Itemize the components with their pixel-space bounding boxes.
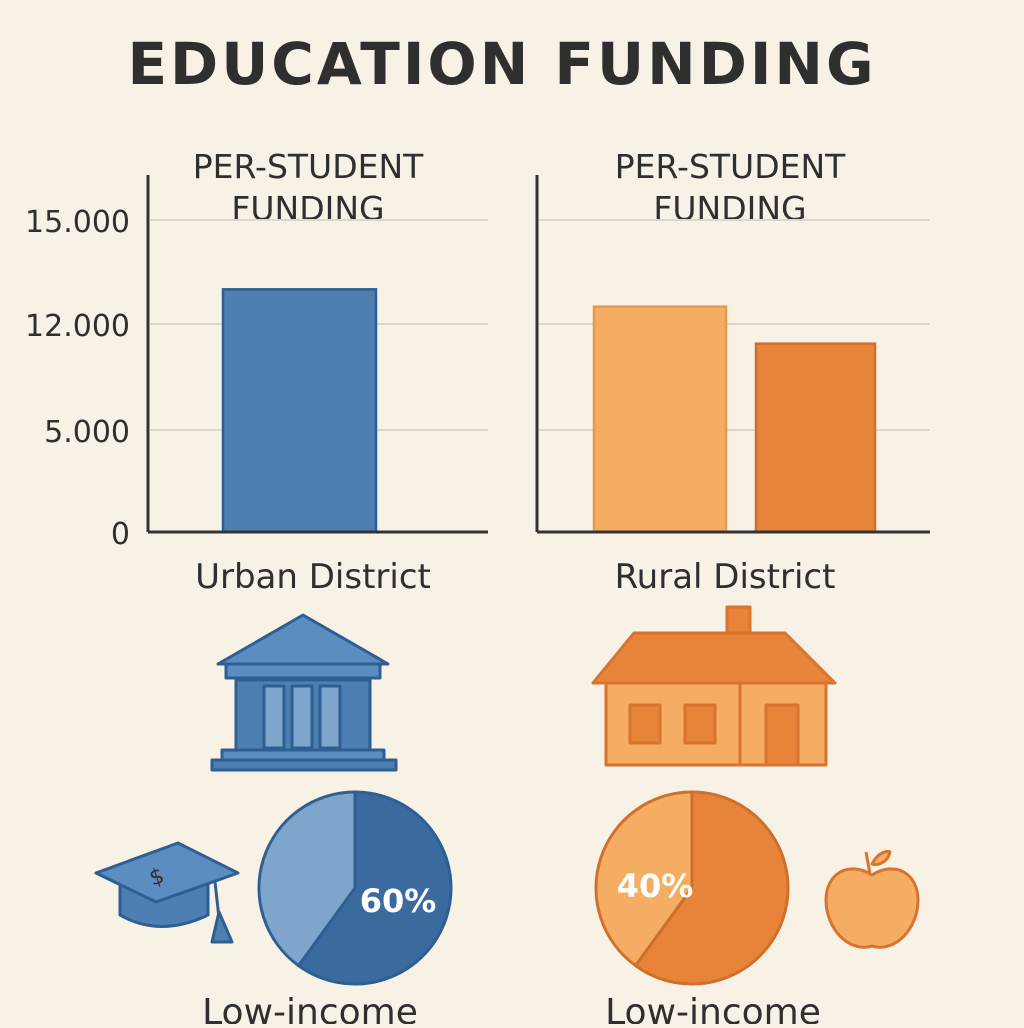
rural-pie-chart: 40% — [594, 790, 790, 986]
rural-pie-label: Low-income — [605, 992, 821, 1024]
page-title: EDUCATION FUNDING — [127, 30, 876, 98]
y-tick-label: 0 — [111, 517, 130, 552]
house-icon — [591, 605, 837, 767]
pie-slice — [297, 790, 453, 986]
rural-bars — [592, 305, 877, 534]
urban-pie-chart: 60% — [257, 790, 453, 986]
urban-chart: PER-STUDENT FUNDING 0 5.000 12.000 15.000 U… — [25, 147, 488, 597]
bank-building-icon — [210, 613, 398, 772]
urban-y-tick-labels: 0 5.000 12.000 15.000 — [25, 205, 130, 552]
urban-chart-title-line1: PER-STUDENT — [193, 147, 424, 186]
urban-x-label: Urban District — [195, 557, 431, 597]
apple-icon — [824, 849, 920, 949]
pie-slice — [634, 790, 790, 986]
pie-slice — [594, 790, 694, 968]
bar — [754, 342, 877, 534]
y-tick-label: 12.000 — [25, 309, 130, 344]
pie-percent-label: 40% — [617, 867, 694, 905]
rural-chart-title-line2: FUNDING — [653, 189, 806, 228]
urban-pie-label: Low-income — [202, 992, 418, 1024]
bar — [592, 305, 728, 534]
pie-percent-label: 60% — [360, 882, 437, 920]
rural-chart-title-line1: PER-STUDENT — [615, 147, 846, 186]
rural-x-label: Rural District — [615, 557, 836, 597]
y-tick-label: 15.000 — [25, 205, 130, 240]
rural-chart: PER-STUDENT FUNDING Rural District — [535, 147, 930, 597]
graduation-cap-icon: $ — [94, 841, 240, 944]
bar — [221, 288, 378, 534]
y-tick-label: 5.000 — [44, 415, 130, 450]
urban-chart-title-line2: FUNDING — [231, 189, 384, 228]
urban-bars — [221, 288, 378, 534]
pie-slice — [257, 790, 357, 968]
